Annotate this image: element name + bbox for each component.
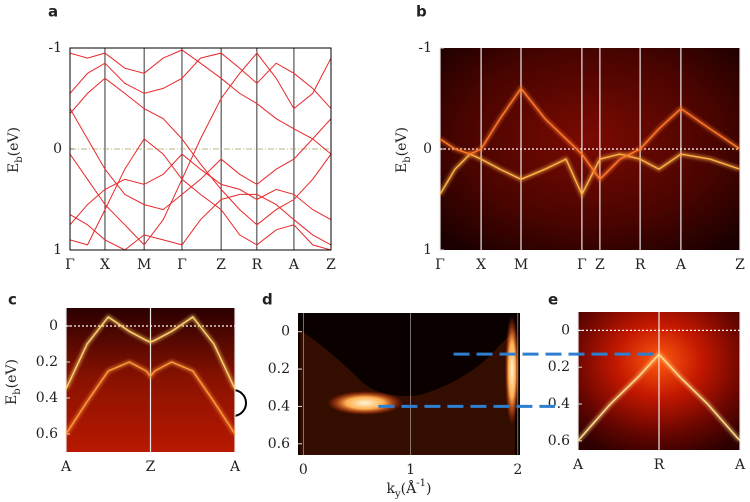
y-axis-label: Eb(eV) bbox=[4, 359, 23, 405]
band-line bbox=[440, 153, 740, 197]
x-tick-label: M bbox=[137, 257, 151, 273]
band bbox=[70, 138, 331, 250]
panel-label: e bbox=[548, 291, 558, 309]
band bbox=[70, 52, 331, 246]
y-tick-label: 0 bbox=[49, 318, 58, 334]
axis-label-part: -1 bbox=[416, 478, 426, 489]
band bbox=[578, 351, 740, 443]
x-tick-label: A bbox=[229, 459, 241, 475]
band bbox=[70, 153, 331, 226]
y-tick-label: -1 bbox=[418, 40, 432, 56]
band bbox=[70, 193, 331, 250]
axis-label-part: (eV) bbox=[394, 127, 410, 156]
band bbox=[70, 108, 331, 211]
x-tick-label: 2 bbox=[513, 462, 522, 478]
band bbox=[70, 77, 331, 226]
y-tick-label: -1 bbox=[48, 40, 62, 56]
axis-label-part: ) bbox=[426, 481, 431, 497]
y-tick-label: 0.6 bbox=[268, 436, 290, 452]
axis-label-part: (Å bbox=[401, 479, 417, 497]
y-axis-label: Eb(eV) bbox=[6, 127, 25, 173]
axis-label-part: (eV) bbox=[4, 359, 20, 388]
axis-label-part: y bbox=[394, 489, 401, 500]
y-tick-label: 0.4 bbox=[268, 398, 290, 414]
intensity-region bbox=[300, 330, 515, 455]
x-tick-label: A bbox=[60, 459, 72, 475]
band bbox=[440, 85, 740, 183]
x-tick-label: R bbox=[654, 457, 665, 473]
band bbox=[70, 52, 331, 109]
x-tick-label: Z bbox=[735, 257, 745, 273]
panel-label: b bbox=[416, 3, 427, 21]
axis-label-part: E bbox=[4, 395, 20, 405]
axis-label-part: b bbox=[402, 156, 413, 162]
band-line bbox=[70, 52, 331, 246]
x-tick-label: 0 bbox=[299, 462, 308, 478]
axis-label-part: E bbox=[394, 163, 410, 173]
y-tick-label: 0 bbox=[53, 141, 62, 157]
y-tick-label: 0.2 bbox=[548, 359, 570, 375]
band-line bbox=[66, 316, 235, 390]
y-tick-label: 1 bbox=[423, 242, 432, 258]
y-tick-label: 0.2 bbox=[36, 354, 58, 370]
band-line bbox=[66, 361, 235, 435]
band-line bbox=[70, 52, 331, 109]
x-tick-label: R bbox=[635, 257, 646, 273]
band-line bbox=[70, 138, 331, 250]
band bbox=[66, 359, 235, 436]
axis-label-part: k bbox=[387, 481, 396, 497]
intensity-blob bbox=[327, 391, 403, 415]
band-line bbox=[70, 193, 331, 250]
x-tick-label: M bbox=[514, 257, 528, 273]
y-tick-label: 0 bbox=[281, 324, 290, 340]
band-line bbox=[440, 87, 740, 181]
x-tick-label: Γ bbox=[577, 257, 587, 273]
axis-label-part: (eV) bbox=[6, 127, 22, 156]
panel-label: a bbox=[48, 3, 58, 21]
band-line bbox=[70, 49, 331, 155]
x-tick-label: Z bbox=[595, 257, 605, 273]
x-tick-label: R bbox=[252, 257, 263, 273]
x-tick-label: X bbox=[100, 257, 110, 273]
band bbox=[440, 151, 740, 200]
x-tick-label: X bbox=[476, 257, 486, 273]
x-tick-label: A bbox=[288, 257, 300, 273]
x-tick-label: A bbox=[572, 457, 584, 473]
band-line bbox=[578, 353, 740, 442]
plot-frame bbox=[69, 47, 332, 251]
x-tick-label: Γ bbox=[435, 257, 445, 273]
x-tick-label: Z bbox=[326, 257, 336, 273]
x-tick-label: Z bbox=[216, 257, 226, 273]
x-axis-label: ky(Å-1) bbox=[387, 478, 432, 500]
x-tick-label: Γ bbox=[65, 257, 75, 273]
y-tick-label: 0.4 bbox=[36, 390, 58, 406]
axis-label-part: b bbox=[14, 156, 25, 162]
y-tick-label: 0.4 bbox=[548, 396, 570, 412]
band-line bbox=[70, 108, 331, 211]
y-tick-label: 0 bbox=[561, 322, 570, 338]
y-tick-label: 0.6 bbox=[548, 433, 570, 449]
band-line bbox=[70, 77, 331, 226]
x-tick-label: Z bbox=[146, 459, 156, 475]
x-tick-label: 1 bbox=[406, 462, 415, 478]
x-tick-label: A bbox=[675, 257, 687, 273]
y-tick-label: 0.6 bbox=[36, 426, 58, 442]
intensity-blob bbox=[505, 315, 519, 425]
axis-label-part: E bbox=[6, 163, 22, 173]
panel-label: c bbox=[8, 291, 17, 309]
band bbox=[70, 49, 331, 155]
x-tick-label: Γ bbox=[177, 257, 187, 273]
axis-label-part: b bbox=[12, 388, 23, 394]
panel-label: d bbox=[262, 291, 273, 309]
y-tick-label: 1 bbox=[53, 242, 62, 258]
y-tick-label: 0 bbox=[423, 141, 432, 157]
band-line bbox=[70, 153, 331, 226]
x-tick-label: A bbox=[734, 457, 746, 473]
band bbox=[66, 314, 235, 390]
y-axis-label: Eb(eV) bbox=[394, 127, 413, 173]
y-tick-label: 0.2 bbox=[268, 361, 290, 377]
